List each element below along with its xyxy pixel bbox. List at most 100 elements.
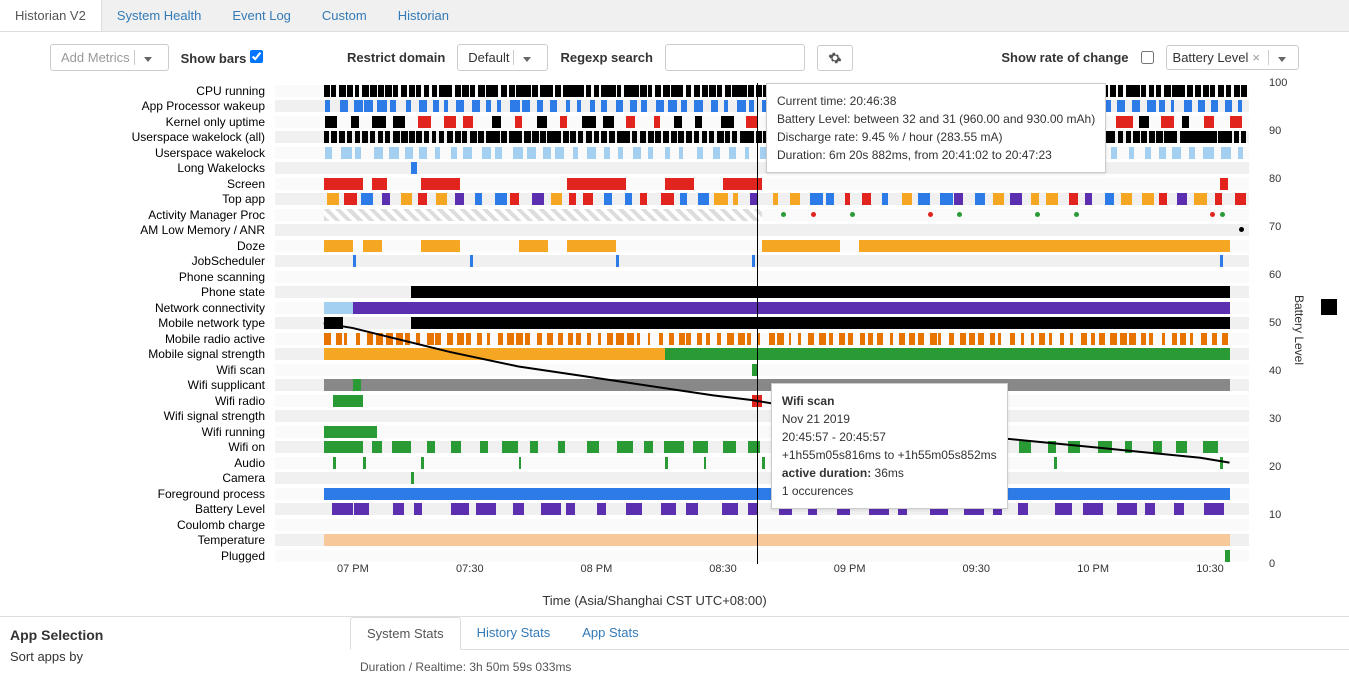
event-segment[interactable] [723, 441, 736, 453]
event-segment[interactable] [1172, 131, 1177, 143]
event-segment[interactable] [686, 85, 691, 97]
event-segment[interactable] [829, 333, 833, 345]
event-segment[interactable] [482, 147, 491, 159]
event-segment[interactable] [567, 178, 625, 190]
event-segment[interactable] [393, 503, 404, 515]
event-segment[interactable] [527, 147, 536, 159]
event-segment[interactable] [1039, 333, 1045, 345]
event-segment[interactable] [396, 333, 403, 345]
event-segment[interactable] [519, 240, 548, 252]
event-segment[interactable] [339, 85, 346, 97]
event-segment[interactable] [721, 116, 733, 128]
event-segment[interactable] [393, 131, 400, 143]
event-segment[interactable] [1083, 503, 1103, 515]
event-segment[interactable] [1195, 131, 1203, 143]
event-segment[interactable] [1010, 333, 1015, 345]
event-segment[interactable] [671, 85, 678, 97]
event-segment[interactable] [1164, 131, 1172, 143]
event-segment[interactable] [1159, 193, 1167, 205]
row-track[interactable] [275, 178, 1249, 190]
event-segment[interactable] [616, 348, 665, 360]
regexp-input[interactable] [665, 44, 805, 71]
event-segment[interactable] [540, 85, 547, 97]
tab-custom[interactable]: Custom [307, 0, 383, 31]
event-segment[interactable] [411, 472, 414, 484]
event-segment[interactable] [845, 193, 850, 205]
event-segment[interactable] [648, 85, 653, 97]
event-segment[interactable] [1172, 333, 1178, 345]
event-segment[interactable] [378, 131, 384, 143]
event-segment[interactable] [630, 100, 637, 112]
event-segment[interactable] [401, 193, 412, 205]
event-segment[interactable] [747, 333, 751, 345]
event-segment[interactable] [501, 131, 506, 143]
event-segment[interactable] [385, 85, 391, 97]
event-segment[interactable] [706, 333, 710, 345]
event-segment[interactable] [1172, 85, 1180, 97]
event-segment[interactable] [451, 147, 457, 159]
event-segment[interactable] [749, 100, 754, 112]
event-segment[interactable] [493, 131, 500, 143]
settings-button[interactable] [817, 45, 853, 71]
event-segment[interactable] [1141, 85, 1146, 97]
event-segment[interactable] [444, 100, 448, 112]
event-segment[interactable] [577, 100, 581, 112]
event-segment[interactable] [392, 441, 411, 453]
event-segment[interactable] [532, 193, 544, 205]
event-segment[interactable] [859, 240, 1229, 252]
event-segment[interactable] [1021, 333, 1025, 345]
row-track[interactable] [275, 441, 1249, 453]
bottom-tab-app-stats[interactable]: App Stats [566, 617, 654, 649]
event-segment[interactable] [569, 193, 576, 205]
event-segment[interactable] [1133, 85, 1140, 97]
event-segment[interactable] [353, 255, 356, 267]
event-segment[interactable] [333, 395, 362, 407]
event-segment[interactable] [524, 85, 531, 97]
event-segment[interactable] [1164, 85, 1171, 97]
event-segment[interactable] [681, 100, 687, 112]
event-segment[interactable] [1121, 193, 1132, 205]
event-segment[interactable] [551, 193, 562, 205]
event-segment[interactable] [324, 209, 762, 221]
event-segment[interactable] [777, 333, 783, 345]
event-segment[interactable] [347, 85, 353, 97]
event-segment[interactable] [344, 333, 347, 345]
event-dot[interactable] [1239, 227, 1244, 232]
event-segment[interactable] [1159, 100, 1165, 112]
event-segment[interactable] [497, 100, 501, 112]
event-segment[interactable] [1046, 193, 1058, 205]
event-segment[interactable] [555, 131, 561, 143]
event-segment[interactable] [1010, 193, 1022, 205]
event-segment[interactable] [402, 302, 1230, 314]
event-segment[interactable] [733, 193, 738, 205]
event-segment[interactable] [899, 333, 905, 345]
event-segment[interactable] [354, 100, 363, 112]
event-segment[interactable] [370, 85, 377, 97]
event-segment[interactable] [493, 85, 498, 97]
event-segment[interactable] [455, 131, 461, 143]
event-segment[interactable] [435, 333, 440, 345]
event-segment[interactable] [522, 100, 529, 112]
event-segment[interactable] [848, 333, 853, 345]
event-segment[interactable] [573, 147, 578, 159]
event-segment[interactable] [641, 100, 647, 112]
event-segment[interactable] [487, 333, 490, 345]
event-segment[interactable] [617, 441, 633, 453]
event-segment[interactable] [664, 441, 684, 453]
event-segment[interactable] [938, 333, 941, 345]
event-segment[interactable] [363, 240, 382, 252]
event-segment[interactable] [513, 147, 524, 159]
event-segment[interactable] [393, 116, 405, 128]
event-segment[interactable] [1133, 131, 1140, 143]
event-segment[interactable] [1129, 147, 1134, 159]
event-segment[interactable] [532, 131, 539, 143]
event-segment[interactable] [860, 333, 865, 345]
event-segment[interactable] [626, 116, 634, 128]
event-segment[interactable] [868, 333, 873, 345]
chip-caret[interactable] [1268, 50, 1292, 65]
event-segment[interactable] [515, 116, 522, 128]
event-segment[interactable] [597, 503, 605, 515]
event-segment[interactable] [563, 85, 570, 97]
event-segment[interactable] [752, 255, 755, 267]
event-dot[interactable] [1074, 212, 1079, 217]
